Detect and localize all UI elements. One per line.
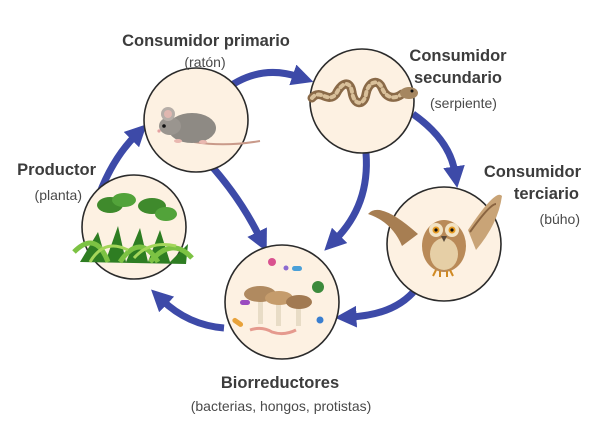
mushroom-icon <box>232 258 324 336</box>
owl-icon <box>368 194 502 277</box>
snake-node <box>307 48 418 154</box>
tertiary-consumer-title-line1: Consumidor <box>483 163 581 181</box>
secondary-consumer-subtitle: (serpiente) <box>430 95 497 111</box>
decomposers-subtitle: (bacterias, hongos, protistas) <box>190 398 372 414</box>
tertiary-consumer-title-line2: terciario <box>513 185 579 203</box>
tertiary-consumer-subtitle: (búho) <box>539 211 580 227</box>
primary-consumer-title: Consumidor primario <box>122 32 290 50</box>
arrow-snake-to-owl <box>410 111 465 189</box>
arrow-snake-to-decomposers <box>324 152 370 251</box>
decomposers-node <box>224 244 340 360</box>
arrow-owl-to-decomposers <box>334 286 419 328</box>
arrow-mouse-to-decomposers <box>204 158 267 252</box>
secondary-consumer-title-line1: Consumidor <box>409 47 507 65</box>
producer-subtitle: (planta) <box>34 187 82 203</box>
decomposers-title: Biorreductores <box>220 374 340 392</box>
snake-icon <box>307 77 418 108</box>
mouse-icon <box>157 107 261 146</box>
secondary-consumer-title-line2: secundario <box>413 69 503 87</box>
primary-consumer-subtitle: (ratón) <box>184 54 226 70</box>
mouse-node <box>143 67 261 173</box>
arrow-decomposers-to-plant <box>151 289 225 332</box>
plant-icon <box>72 193 194 264</box>
producer-title: Productor <box>17 161 96 179</box>
plant-node <box>72 174 194 280</box>
owl-node <box>368 186 502 302</box>
